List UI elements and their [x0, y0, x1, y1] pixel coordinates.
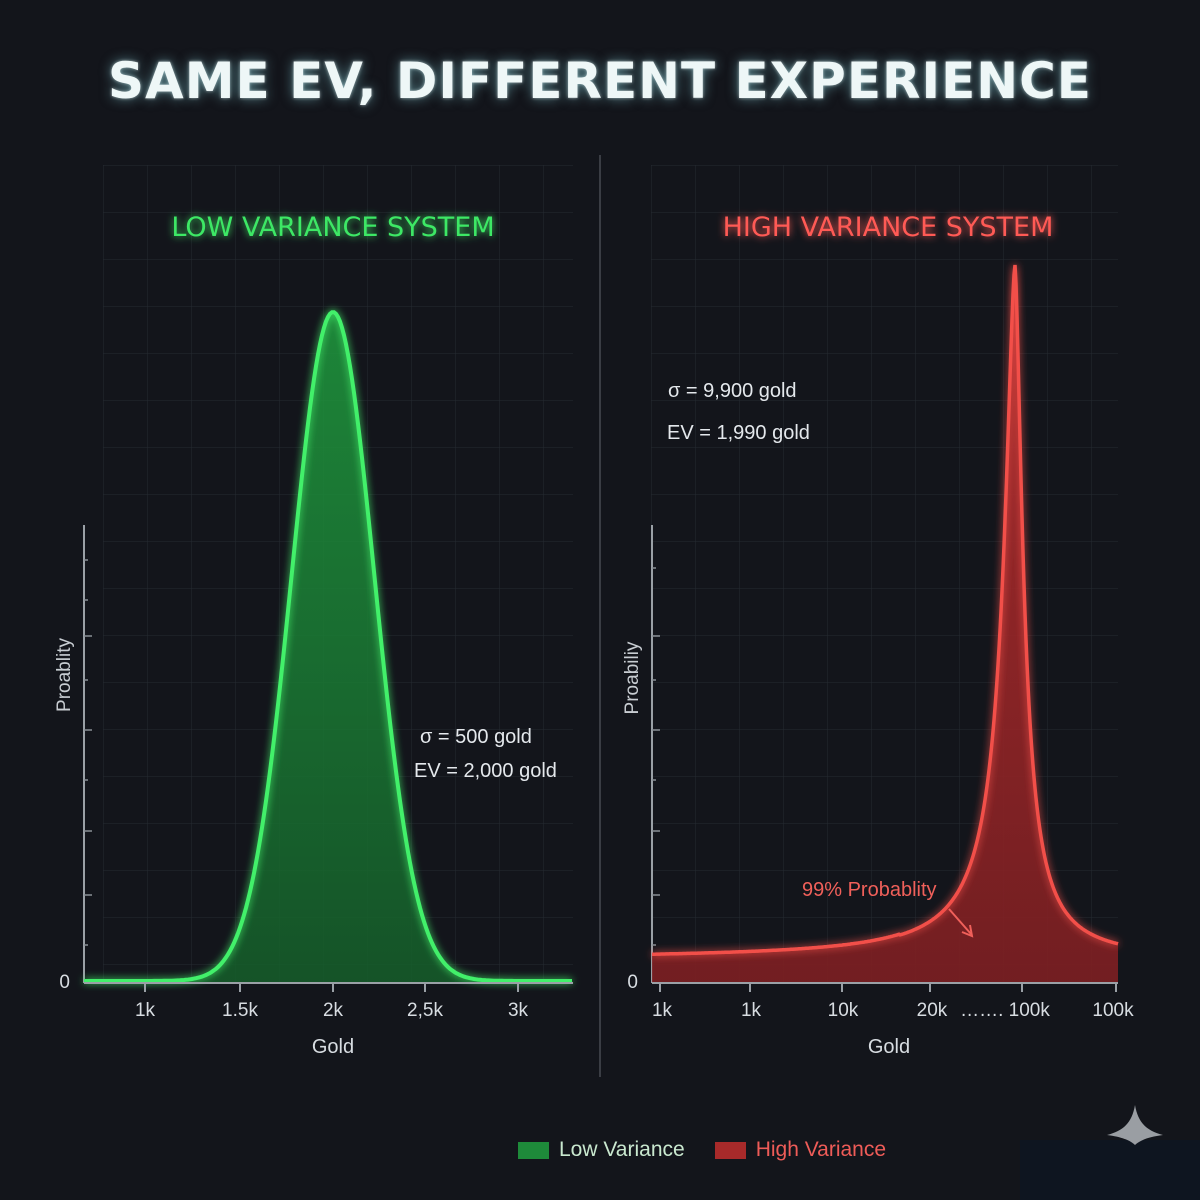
legend-item-low: Low Variance [518, 1138, 685, 1162]
page-title: SAME EV, DIFFERENT EXPERIENCE [108, 52, 1092, 110]
x-axis-label: Gold [868, 1036, 910, 1058]
sigma-annotation: σ = 500 gold [420, 726, 532, 748]
low-variance-curve [84, 310, 572, 983]
legend-label: Low Variance [559, 1138, 685, 1161]
low-variance-area [84, 312, 573, 983]
y-axis-label: Proablity [54, 638, 75, 712]
ev-annotation: EV = 1,990 gold [667, 422, 810, 444]
grid [651, 165, 1118, 983]
y-zero-label: 0 [59, 972, 70, 993]
x-tick-label: 20k [917, 1000, 948, 1021]
x-tick-label: ……. 100k [960, 1000, 1050, 1021]
legend-swatch-red [714, 1141, 746, 1159]
arrow-icon [948, 908, 974, 938]
chart-title-low: LOW VARIANCE SYSTEM [171, 212, 494, 243]
high-variance-chart: HIGH VARIANCE SYSTEM 0 Proabiliy 1k 1k 1… [622, 165, 1134, 1058]
x-tick-label: 10k [828, 1000, 859, 1021]
x-tick-label: 1k [652, 1000, 673, 1021]
sigma-annotation: σ = 9,900 gold [668, 380, 797, 402]
panel-divider [599, 155, 601, 1077]
y-ticks [84, 559, 92, 946]
x-tick-label: 1k [135, 1000, 156, 1021]
x-tick-label: 3k [508, 1000, 529, 1021]
x-tick-label: 2k [323, 1000, 344, 1021]
y-zero-label: 0 [627, 972, 638, 993]
y-axis-label: Proabiliy [622, 641, 643, 714]
sparkle-icon [1107, 1105, 1163, 1145]
chart-title-high: HIGH VARIANCE SYSTEM [723, 212, 1054, 243]
legend-item-high: High Variance [714, 1138, 887, 1162]
high-variance-curve [652, 264, 1119, 956]
low-variance-chart: LOW VARIANCE SYSTEM 0 Proablity 1k 1.5k … [54, 165, 573, 1058]
x-axis-label: Gold [312, 1036, 354, 1058]
legend: Low Variance High Variance [518, 1138, 916, 1162]
ev-annotation: EV = 2,000 gold [414, 760, 557, 782]
high-variance-area [652, 265, 1118, 983]
x-tick-label: 2,5k [407, 1000, 443, 1021]
x-tick-label: 100k [1092, 1000, 1134, 1021]
probability-annotation: 99% Probablity [802, 879, 937, 901]
x-tick-label: 1.5k [222, 1000, 258, 1021]
x-tick-label: 1k [741, 1000, 762, 1021]
legend-swatch-green [518, 1141, 549, 1159]
legend-label: High Variance [755, 1138, 887, 1161]
corner-panel [1020, 1140, 1200, 1200]
